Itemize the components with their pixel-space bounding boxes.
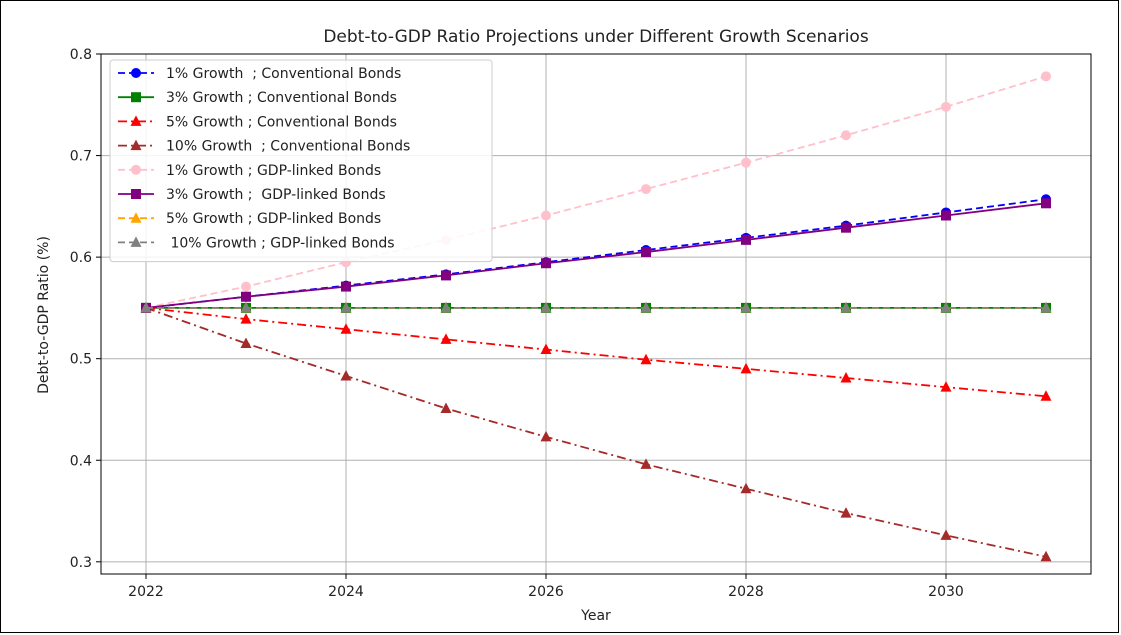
data-point bbox=[640, 301, 652, 313]
data-point bbox=[840, 371, 852, 383]
data-point bbox=[841, 222, 851, 233]
data-point bbox=[740, 482, 752, 494]
axis-ticks: 2022 2024 2026 2028 2030 0.3 0.4 0.5 0.6 0.7 0.8 bbox=[70, 47, 964, 600]
data-point bbox=[140, 301, 152, 313]
legend-label: 1% Growth ; Conventional Bonds bbox=[166, 66, 401, 82]
legend-box bbox=[109, 59, 493, 263]
data-point bbox=[440, 301, 452, 313]
legend-marker bbox=[131, 68, 141, 78]
series-4 bbox=[140, 301, 1052, 562]
data-point bbox=[640, 353, 652, 365]
chart-title: Debt-to-GDP Ratio Projections under Diff… bbox=[323, 27, 869, 47]
data-point bbox=[940, 301, 952, 313]
legend-entry: 5% Growth ; Conventional Bonds bbox=[118, 114, 397, 130]
data-point bbox=[240, 337, 252, 348]
legend-marker bbox=[130, 139, 142, 151]
data-point bbox=[740, 301, 752, 313]
legend-label: 5% Growth ; Conventional Bonds bbox=[166, 114, 397, 130]
data-point bbox=[741, 234, 751, 245]
data-point bbox=[440, 333, 452, 344]
x-tick-label: 2024 bbox=[328, 584, 364, 600]
series-line bbox=[145, 307, 1047, 558]
data-point bbox=[840, 507, 852, 518]
data-point bbox=[1040, 301, 1052, 313]
data-point bbox=[541, 210, 551, 221]
data-point bbox=[941, 210, 951, 221]
legend-label: 10% Growth ; Conventional Bonds bbox=[166, 139, 410, 155]
series-8 bbox=[140, 301, 1052, 313]
data-point bbox=[640, 458, 652, 469]
legend-label: 1% Growth ; GDP-linked Bonds bbox=[166, 163, 381, 179]
data-point bbox=[940, 381, 952, 392]
data-point bbox=[940, 529, 952, 540]
legend-entry: 10% Growth ; GDP-linked Bonds bbox=[118, 235, 395, 251]
y-tick-label: 0.5 bbox=[70, 352, 92, 368]
legend-entry: 10% Growth ; Conventional Bonds bbox=[118, 139, 410, 155]
legend-entry: 1% Growth ; GDP-linked Bonds bbox=[118, 163, 381, 179]
legend: 1% Growth ; Conventional Bonds 3% Growth … bbox=[109, 59, 493, 263]
x-axis-label: Year bbox=[580, 608, 611, 624]
legend-label: 5% Growth ; GDP-linked Bonds bbox=[166, 211, 381, 227]
y-tick-label: 0.8 bbox=[70, 47, 92, 63]
data-point bbox=[340, 369, 352, 381]
series-3 bbox=[140, 301, 1052, 401]
x-tick-label: 2026 bbox=[528, 584, 564, 600]
x-tick-label: 2022 bbox=[128, 584, 164, 600]
legend-entry: 3% Growth ; Conventional Bonds bbox=[118, 90, 397, 106]
series-2 bbox=[141, 302, 1051, 313]
data-point bbox=[1041, 198, 1051, 209]
data-point bbox=[540, 301, 552, 313]
legend-marker bbox=[131, 189, 141, 199]
series-line bbox=[145, 75, 1047, 309]
y-tick-label: 0.4 bbox=[70, 453, 92, 469]
data-point bbox=[540, 430, 552, 442]
legend-marker bbox=[130, 236, 142, 247]
data-point bbox=[1040, 390, 1052, 401]
data-point bbox=[441, 270, 451, 281]
legend-entry: 5% Growth ; GDP-linked Bonds bbox=[118, 211, 381, 227]
data-point bbox=[240, 313, 252, 324]
y-tick-label: 0.6 bbox=[70, 250, 92, 266]
legend-marker bbox=[131, 164, 141, 175]
data-point bbox=[340, 323, 352, 334]
data-point bbox=[740, 362, 752, 374]
data-point bbox=[741, 157, 751, 168]
data-point bbox=[541, 258, 551, 269]
series-line bbox=[145, 307, 1047, 398]
y-axis-label: Debt-to-GDP Ratio (%) bbox=[36, 236, 52, 394]
data-point bbox=[941, 101, 951, 112]
data-point bbox=[241, 291, 251, 302]
legend-label: 3% Growth ; Conventional Bonds bbox=[166, 90, 397, 106]
legend-marker bbox=[130, 212, 142, 223]
data-point bbox=[641, 184, 651, 195]
data-point bbox=[340, 301, 352, 313]
data-point bbox=[1040, 550, 1052, 562]
legend-marker bbox=[130, 115, 142, 126]
data-point bbox=[1041, 71, 1051, 82]
data-point bbox=[840, 301, 852, 313]
plot-area-border bbox=[100, 53, 1092, 575]
y-tick-label: 0.7 bbox=[70, 149, 92, 165]
data-point bbox=[341, 281, 351, 292]
series-line bbox=[145, 202, 1047, 309]
legend-entry: 3% Growth ; GDP-linked Bonds bbox=[118, 187, 386, 203]
legend-label: 10% Growth ; GDP-linked Bonds bbox=[166, 235, 395, 251]
data-point bbox=[240, 301, 252, 313]
series-group bbox=[140, 71, 1052, 562]
data-point bbox=[841, 130, 851, 141]
data-point bbox=[241, 281, 251, 292]
data-point bbox=[641, 247, 651, 258]
legend-marker bbox=[131, 92, 141, 103]
x-tick-label: 2030 bbox=[928, 584, 964, 600]
legend-label: 3% Growth ; GDP-linked Bonds bbox=[166, 187, 386, 203]
y-tick-label: 0.3 bbox=[70, 555, 92, 571]
x-tick-label: 2028 bbox=[728, 584, 764, 600]
data-point bbox=[440, 402, 452, 413]
series-line bbox=[145, 198, 1047, 309]
data-point bbox=[540, 343, 552, 355]
legend-entry: 1% Growth ; Conventional Bonds bbox=[118, 66, 401, 82]
